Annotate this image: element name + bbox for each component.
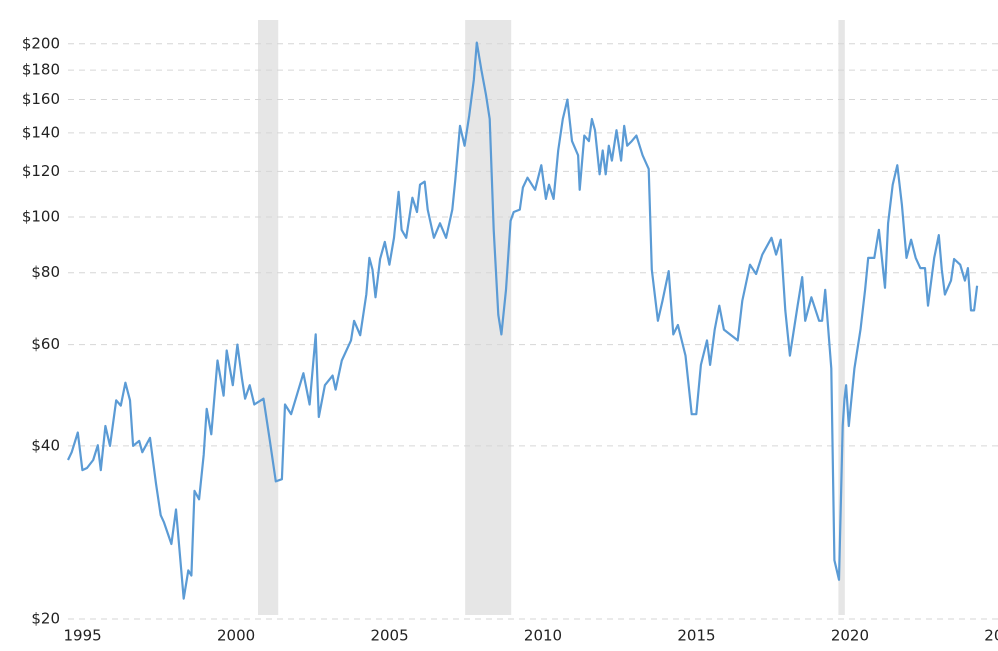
y-tick-label: $20 [31,610,60,628]
y-tick-label: $200 [22,34,60,52]
y-tick-label: $120 [22,162,60,180]
x-tick-label: 2010 [524,627,562,645]
y-tick-label: $100 [22,207,60,225]
x-tick-label: 2000 [217,627,255,645]
y-tick-label: $180 [22,61,60,79]
y-tick-label: $80 [31,263,60,281]
x-tick-label: 1995 [64,627,102,645]
x-tick-label: 2015 [677,627,715,645]
y-tick-label: $60 [31,335,60,353]
x-tick-label: 2025 [984,627,998,645]
y-tick-label: $140 [22,123,60,141]
recession-band [257,20,279,615]
price-line [67,41,979,600]
x-tick-label: 2005 [370,627,408,645]
y-tick-label: $40 [31,436,60,454]
y-tick-label: $160 [22,90,60,108]
recession-band [838,20,845,615]
x-tick-label: 2020 [831,627,869,645]
